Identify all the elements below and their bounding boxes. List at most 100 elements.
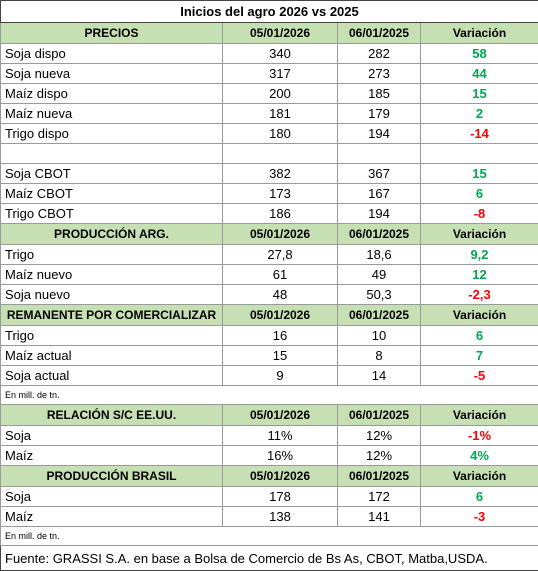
header-cell: 06/01/2025 <box>337 404 421 426</box>
data-row: Soja actual 9 14 -5 <box>0 365 538 386</box>
row-label: Maíz <box>0 506 223 527</box>
row-label: Maíz actual <box>0 345 223 366</box>
data-row: Maíz nuevo 61 49 12 <box>0 264 538 285</box>
data-row: Soja 11% 12% -1% <box>0 425 538 446</box>
value-cell: 11% <box>222 425 338 446</box>
row-label: Soja CBOT <box>0 163 223 184</box>
value-cell: 181 <box>222 103 338 124</box>
row-label: Maíz nueva <box>0 103 223 124</box>
variation-cell: 2 <box>420 103 538 124</box>
value-cell: 27,8 <box>222 244 338 265</box>
value-cell: 8 <box>337 345 421 366</box>
header-cell: 05/01/2026 <box>222 465 338 487</box>
value-cell: 16 <box>222 325 338 346</box>
row-label: Soja nuevo <box>0 284 223 305</box>
header-cell: PRECIOS <box>0 22 223 44</box>
value-cell: 50,3 <box>337 284 421 305</box>
value-cell: 167 <box>337 183 421 204</box>
data-row: Soja 178 172 6 <box>0 486 538 507</box>
blank-row <box>0 143 538 164</box>
header-cell: PRODUCCIÓN ARG. <box>0 223 223 245</box>
footer-row: Fuente: GRASSI S.A. en base a Bolsa de C… <box>0 545 538 571</box>
header-cell: 06/01/2025 <box>337 223 421 245</box>
variation-cell: 44 <box>420 63 538 84</box>
blank-cell <box>222 143 338 164</box>
row-label: Trigo <box>0 325 223 346</box>
value-cell: 138 <box>222 506 338 527</box>
header-cell: 05/01/2026 <box>222 22 338 44</box>
header-cell: 06/01/2025 <box>337 304 421 326</box>
data-row: Soja CBOT 382 367 15 <box>0 163 538 184</box>
value-cell: 12% <box>337 445 421 466</box>
data-row: Trigo 16 10 6 <box>0 325 538 346</box>
row-label: Trigo <box>0 244 223 265</box>
header-cell: Variación <box>420 22 538 44</box>
value-cell: 194 <box>337 123 421 144</box>
header-cell: 05/01/2026 <box>222 223 338 245</box>
header-cell: RELACIÓN S/C EE.UU. <box>0 404 223 426</box>
value-cell: 12% <box>337 425 421 446</box>
section-header: REMANENTE POR COMERCIALIZAR 05/01/2026 06/… <box>0 304 538 326</box>
data-row: Maíz actual 15 8 7 <box>0 345 538 366</box>
blank-cell <box>0 143 223 164</box>
value-cell: 14 <box>337 365 421 386</box>
variation-cell: 12 <box>420 264 538 285</box>
variation-cell: -14 <box>420 123 538 144</box>
variation-cell: -8 <box>420 203 538 224</box>
row-label: Maíz dispo <box>0 83 223 104</box>
row-label: Trigo dispo <box>0 123 223 144</box>
variation-cell: 9,2 <box>420 244 538 265</box>
header-cell: 06/01/2025 <box>337 465 421 487</box>
row-label: Trigo CBOT <box>0 203 223 224</box>
value-cell: 10 <box>337 325 421 346</box>
data-row: Maíz nueva 181 179 2 <box>0 103 538 124</box>
footer: Fuente: GRASSI S.A. en base a Bolsa de C… <box>0 545 538 571</box>
variation-cell: 4% <box>420 445 538 466</box>
row-label: Maíz nuevo <box>0 264 223 285</box>
value-cell: 179 <box>337 103 421 124</box>
variation-cell: 6 <box>420 183 538 204</box>
value-cell: 340 <box>222 43 338 64</box>
data-row: Trigo dispo 180 194 -14 <box>0 123 538 144</box>
variation-cell: -1% <box>420 425 538 446</box>
value-cell: 367 <box>337 163 421 184</box>
variation-cell: 7 <box>420 345 538 366</box>
header-cell: Variación <box>420 223 538 245</box>
variation-cell: -3 <box>420 506 538 527</box>
value-cell: 61 <box>222 264 338 285</box>
value-cell: 200 <box>222 83 338 104</box>
header-cell: Variación <box>420 304 538 326</box>
data-row: Trigo CBOT 186 194 -8 <box>0 203 538 224</box>
data-row: Maíz dispo 200 185 15 <box>0 83 538 104</box>
note-row: En mill. de tn. <box>0 526 538 546</box>
header-cell: Variación <box>420 404 538 426</box>
value-cell: 49 <box>337 264 421 285</box>
variation-cell: 15 <box>420 83 538 104</box>
variation-cell: 6 <box>420 325 538 346</box>
value-cell: 317 <box>222 63 338 84</box>
data-row: Trigo 27,8 18,6 9,2 <box>0 244 538 265</box>
header-cell: Variación <box>420 465 538 487</box>
value-cell: 282 <box>337 43 421 64</box>
row-label: Maíz CBOT <box>0 183 223 204</box>
variation-cell: -2,3 <box>420 284 538 305</box>
value-cell: 172 <box>337 486 421 507</box>
variation-cell: 15 <box>420 163 538 184</box>
variation-cell: 58 <box>420 43 538 64</box>
value-cell: 173 <box>222 183 338 204</box>
header-cell: 06/01/2025 <box>337 22 421 44</box>
note: En mill. de tn. <box>0 526 538 546</box>
header-cell: REMANENTE POR COMERCIALIZAR <box>0 304 223 326</box>
data-row: Soja nuevo 48 50,3 -2,3 <box>0 284 538 305</box>
title: Inicios del agro 2026 vs 2025 <box>0 0 538 23</box>
variation-cell: -5 <box>420 365 538 386</box>
data-row: Soja nueva 317 273 44 <box>0 63 538 84</box>
value-cell: 178 <box>222 486 338 507</box>
title-row: Inicios del agro 2026 vs 2025 <box>0 0 538 23</box>
variation-cell: 6 <box>420 486 538 507</box>
row-label: Soja <box>0 486 223 507</box>
section-header: PRODUCCIÓN BRASIL 05/01/2026 06/01/2025 Var… <box>0 465 538 487</box>
value-cell: 9 <box>222 365 338 386</box>
